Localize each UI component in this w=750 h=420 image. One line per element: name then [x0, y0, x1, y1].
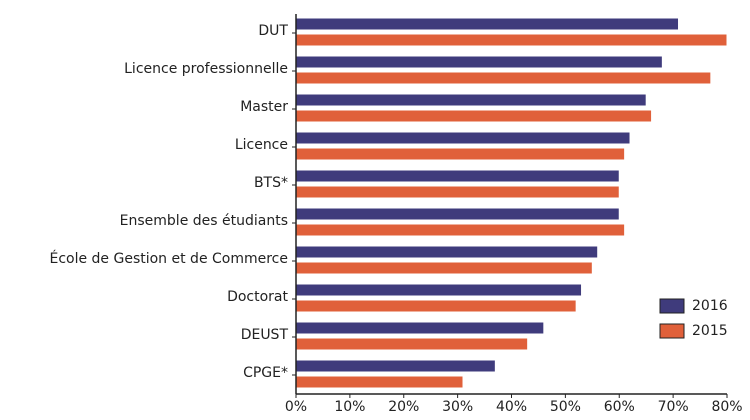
bar	[295, 71, 712, 85]
category-label: Licence	[235, 137, 288, 153]
legend-swatch	[659, 323, 685, 339]
bar	[295, 109, 653, 123]
x-tick-label: 0%	[285, 399, 307, 415]
bar	[295, 17, 680, 31]
bar	[295, 261, 593, 275]
bar	[295, 147, 626, 161]
legend-label: 2015	[692, 323, 728, 339]
category-label: DEUST	[241, 327, 289, 343]
category-label: Doctorat	[227, 289, 288, 305]
bar	[295, 223, 626, 237]
x-tick-label: 10%	[334, 399, 365, 415]
bar	[295, 93, 647, 107]
bar	[295, 375, 464, 389]
x-tick-label: 40%	[496, 399, 527, 415]
category-label: École de Gestion et de Commerce	[49, 250, 288, 267]
x-tick-label: 80%	[711, 399, 742, 415]
x-tick-label: 50%	[550, 399, 581, 415]
category-label: DUT	[258, 23, 288, 39]
legend-swatch	[659, 298, 685, 314]
bar	[295, 283, 583, 297]
category-label: Master	[240, 99, 288, 115]
bar	[295, 131, 631, 145]
bar	[295, 245, 599, 259]
legend-label: 2016	[692, 298, 728, 314]
category-label: BTS*	[254, 175, 288, 191]
bar	[295, 207, 620, 221]
category-label: Ensemble des étudiants	[120, 213, 288, 229]
bar	[295, 359, 496, 373]
bar	[295, 169, 620, 183]
x-tick-label: 60%	[604, 399, 635, 415]
bar	[295, 33, 728, 47]
bar	[295, 337, 529, 351]
bar	[295, 185, 620, 199]
x-tick-label: 30%	[442, 399, 473, 415]
category-label: Licence professionnelle	[124, 61, 288, 77]
bar	[295, 55, 663, 69]
x-tick-label: 70%	[658, 399, 689, 415]
bar	[295, 299, 577, 313]
x-tick-label: 20%	[388, 399, 419, 415]
category-label: CPGE*	[243, 365, 288, 381]
bar	[295, 321, 545, 335]
